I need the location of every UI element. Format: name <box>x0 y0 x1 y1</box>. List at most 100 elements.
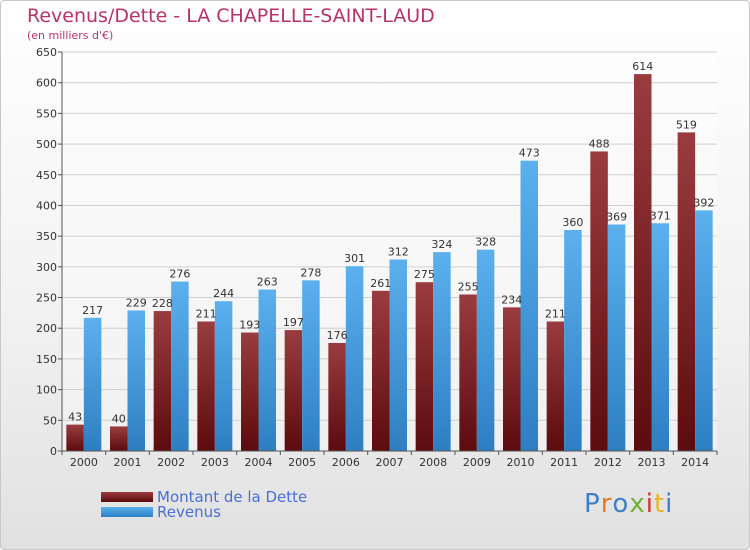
logo-letter: r <box>600 489 613 519</box>
bar-revenus <box>476 249 495 451</box>
x-tick-label: 2002 <box>157 456 185 469</box>
bar-dette <box>153 311 172 451</box>
logo-letter: i <box>645 489 654 519</box>
bar-dette <box>197 321 215 451</box>
data-label-dette: 211 <box>545 307 566 320</box>
chart-title: Revenus/Dette - LA CHAPELLE-SAINT-LAUD <box>27 5 435 27</box>
logo-letter: x <box>629 489 646 519</box>
bar-revenus <box>127 310 145 451</box>
data-label-dette: 234 <box>501 293 522 306</box>
data-label-dette: 519 <box>676 118 697 131</box>
logo-letter: P <box>584 489 601 519</box>
legend-swatch-revenus <box>101 507 153 517</box>
x-tick-label: 2012 <box>594 456 622 469</box>
y-tick-label: 50 <box>43 414 57 427</box>
bar-dette <box>328 342 346 451</box>
x-tick-label: 2001 <box>114 456 142 469</box>
data-label-revenus: 244 <box>213 287 234 300</box>
y-tick-label: 0 <box>50 445 57 458</box>
x-tick-label: 2013 <box>638 456 666 469</box>
data-label-revenus: 369 <box>606 210 627 223</box>
data-label-revenus: 328 <box>475 236 496 249</box>
x-tick-label: 2003 <box>201 456 229 469</box>
bar-revenus <box>83 317 102 451</box>
legend-swatch-dette <box>101 492 153 502</box>
data-label-dette: 40 <box>112 412 126 425</box>
data-label-dette: 43 <box>68 411 82 424</box>
legend-item-dette: Montant de la Dette <box>101 488 307 506</box>
logo-letter: t <box>653 489 666 519</box>
legend-label-dette: Montant de la Dette <box>157 488 308 506</box>
data-label-dette: 228 <box>152 297 173 310</box>
y-tick-label: 650 <box>36 46 57 59</box>
x-tick-label: 2000 <box>70 456 98 469</box>
data-label-revenus: 301 <box>344 252 365 265</box>
bar-dette <box>546 321 565 451</box>
y-tick-label: 300 <box>36 261 57 274</box>
y-tick-label: 150 <box>36 353 57 366</box>
data-label-revenus: 473 <box>519 147 540 160</box>
x-tick-label: 2014 <box>681 456 709 469</box>
x-tick-label: 2008 <box>419 456 447 469</box>
y-tick-label: 100 <box>36 384 57 397</box>
data-label-revenus: 263 <box>257 276 278 289</box>
bar-dette <box>284 330 303 451</box>
bar-dette <box>634 74 652 452</box>
y-tick-label: 200 <box>36 322 57 335</box>
data-label-dette: 488 <box>589 137 610 150</box>
data-label-dette: 255 <box>458 280 479 293</box>
y-tick-label: 450 <box>36 169 57 182</box>
data-label-revenus: 324 <box>431 238 452 251</box>
data-label-revenus: 312 <box>388 245 409 258</box>
bar-dette <box>241 332 259 451</box>
bar-revenus <box>345 266 364 451</box>
data-label-dette: 211 <box>196 307 217 320</box>
data-label-revenus: 276 <box>169 268 190 281</box>
chart-subtitle: (en milliers d'€) <box>27 29 114 42</box>
bar-revenus <box>564 230 582 451</box>
bar-revenus <box>171 281 189 451</box>
bar-dette <box>677 132 696 451</box>
data-label-dette: 197 <box>283 316 304 329</box>
bar-dette <box>110 426 128 451</box>
bar-revenus <box>607 224 626 451</box>
y-tick-label: 350 <box>36 230 57 243</box>
bar-revenus <box>651 223 669 451</box>
bar-dette <box>590 151 608 452</box>
x-tick-label: 2006 <box>332 456 360 469</box>
y-tick-label: 550 <box>36 107 57 120</box>
y-tick-label: 250 <box>36 292 57 305</box>
bar-dette <box>459 294 477 451</box>
data-label-revenus: 392 <box>693 196 714 209</box>
bar-revenus <box>258 289 276 451</box>
bar-revenus <box>302 280 320 451</box>
bar-dette <box>415 282 434 451</box>
x-tick-label: 2007 <box>376 456 404 469</box>
x-tick-label: 2011 <box>550 456 578 469</box>
proxiti-logo: Proxiti <box>584 489 673 519</box>
data-label-revenus: 217 <box>82 304 103 317</box>
data-label-revenus: 371 <box>650 209 671 222</box>
data-label-dette: 614 <box>632 60 653 73</box>
data-label-revenus: 278 <box>300 266 321 279</box>
data-label-dette: 176 <box>327 329 348 342</box>
data-label-dette: 275 <box>414 268 435 281</box>
bar-revenus <box>433 252 451 451</box>
x-tick-label: 2009 <box>463 456 491 469</box>
y-tick-label: 500 <box>36 138 57 151</box>
data-label-revenus: 360 <box>562 216 583 229</box>
data-label-dette: 193 <box>239 319 260 332</box>
bar-dette <box>372 290 390 451</box>
data-label-revenus: 229 <box>126 296 147 309</box>
bar-revenus <box>520 160 538 452</box>
logo-letter: o <box>612 489 630 519</box>
x-tick-label: 2005 <box>288 456 316 469</box>
bar-revenus <box>389 259 407 451</box>
bar-revenus <box>695 210 713 451</box>
x-tick-label: 2010 <box>507 456 535 469</box>
data-label-dette: 261 <box>370 277 391 290</box>
legend-item-revenus: Revenus <box>101 503 221 521</box>
y-tick-label: 400 <box>36 199 57 212</box>
bar-revenus <box>214 301 233 451</box>
